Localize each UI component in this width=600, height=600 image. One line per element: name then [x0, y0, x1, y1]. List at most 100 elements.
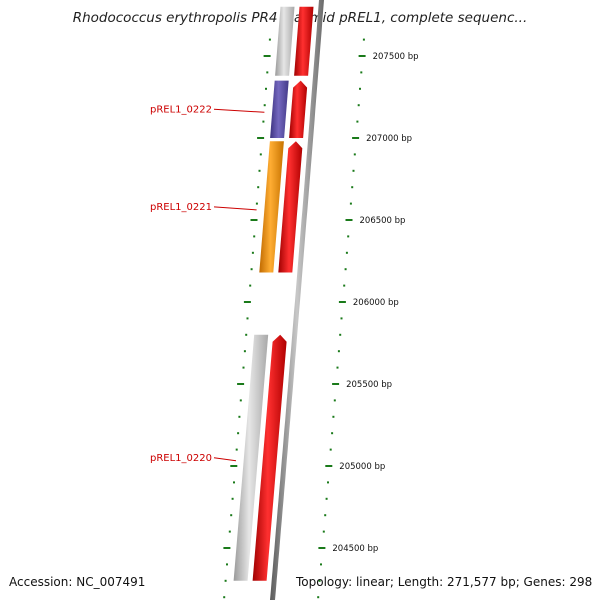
tick-mark [257, 186, 260, 189]
tick-mark [336, 366, 339, 369]
tick-mark [237, 432, 240, 435]
tick-mark [246, 317, 249, 320]
tick-mark [239, 399, 242, 402]
tick-mark [331, 432, 334, 435]
tick-mark [360, 71, 363, 74]
tick-mark [318, 547, 326, 549]
tick-mark [263, 104, 266, 107]
tick-mark [253, 235, 256, 238]
tick-mark [245, 333, 248, 336]
tick-mark [344, 268, 347, 271]
accession-text: Accession: NC_007491 [9, 575, 146, 589]
tick-mark [345, 219, 353, 221]
label-leader-line [213, 108, 265, 113]
gene-label[interactable]: pREL1_0222 [150, 104, 212, 115]
tick-mark [226, 563, 228, 566]
feature-tracks [233, 6, 314, 581]
tick-mark [259, 153, 262, 156]
tick-mark [243, 350, 246, 353]
tick-mark [327, 481, 329, 484]
tick-mark [352, 169, 355, 172]
partial-red-feature[interactable] [294, 6, 314, 76]
inner-tick-marks [223, 38, 271, 599]
tick-mark [255, 202, 258, 205]
tick-mark [265, 87, 267, 90]
bp-scale-label: 205500 bp [346, 380, 392, 390]
bp-scale-label: 204500 bp [332, 544, 378, 554]
tick-mark [250, 219, 258, 221]
tick-mark [238, 415, 241, 418]
tick-mark [332, 415, 335, 418]
tick-mark [325, 465, 333, 467]
tick-mark [230, 514, 233, 517]
orange-feature[interactable] [259, 141, 284, 273]
tick-mark [325, 497, 328, 500]
tick-mark [258, 169, 261, 172]
tick-mark [352, 137, 360, 139]
bp-scale-label: 206000 bp [353, 298, 399, 308]
gene-labels: pREL1_0222 pREL1_0221 pREL1_0220 [150, 104, 265, 464]
tick-mark [333, 399, 336, 402]
tick-mark [324, 514, 327, 517]
tick-mark [359, 87, 361, 90]
tick-mark [356, 120, 359, 123]
tick-mark [230, 465, 238, 467]
tick-mark [224, 579, 227, 582]
tick-mark [231, 497, 234, 500]
gene-arrow[interactable] [278, 141, 303, 273]
tick-mark [337, 350, 340, 353]
tick-mark [351, 186, 354, 189]
tick-mark [345, 251, 348, 254]
purple-feature[interactable] [270, 80, 289, 138]
tick-mark [349, 202, 352, 205]
gene-label[interactable]: pREL1_0221 [150, 202, 212, 213]
gene-label[interactable]: pREL1_0220 [150, 453, 212, 464]
tick-mark [317, 596, 320, 599]
tick-mark [242, 366, 245, 369]
tick-mark [332, 383, 340, 385]
tick-mark [329, 448, 332, 451]
tick-mark [322, 530, 325, 533]
bp-scale-labels: 207500 bp 207000 bp 206500 bp 206000 bp 2055… [332, 52, 418, 554]
tick-mark [340, 317, 343, 320]
tick-mark [338, 301, 346, 303]
tick-mark [251, 251, 254, 254]
label-leader-line [213, 206, 257, 211]
tick-mark [237, 383, 245, 385]
tick-mark [228, 530, 231, 533]
tick-mark [358, 55, 366, 57]
tick-mark [223, 547, 231, 549]
tick-mark [320, 563, 322, 566]
tick-mark [318, 579, 321, 582]
tick-mark [343, 284, 346, 287]
tick-mark [235, 448, 238, 451]
tick-mark [339, 333, 342, 336]
sequence-backbone [270, 0, 324, 600]
bp-scale-label: 207500 bp [373, 52, 419, 62]
bp-scale-label: 207000 bp [366, 134, 412, 144]
outer-tick-marks [317, 38, 366, 599]
tick-mark [250, 268, 253, 271]
tick-mark [357, 104, 360, 107]
grey-feature[interactable] [233, 334, 269, 581]
tick-mark [233, 481, 235, 484]
tick-mark [257, 137, 265, 139]
label-leader-line [213, 457, 237, 462]
topology-summary-text: Topology: linear; Length: 271,577 bp; Ge… [296, 575, 593, 589]
gene-arrow[interactable] [252, 334, 287, 581]
tick-mark [266, 71, 269, 74]
tick-mark [268, 38, 271, 41]
bp-scale-label: 206500 bp [360, 216, 406, 226]
tick-mark [243, 301, 251, 303]
partial-grey-feature[interactable] [275, 6, 295, 76]
tick-mark [262, 120, 265, 123]
tick-mark [353, 153, 356, 156]
tick-mark [362, 38, 365, 41]
tick-mark [263, 55, 271, 57]
gene-arrow[interactable] [289, 80, 308, 138]
tick-mark [223, 596, 226, 599]
tick-mark [347, 235, 350, 238]
tick-mark [249, 284, 252, 287]
bp-scale-label: 205000 bp [339, 462, 385, 472]
